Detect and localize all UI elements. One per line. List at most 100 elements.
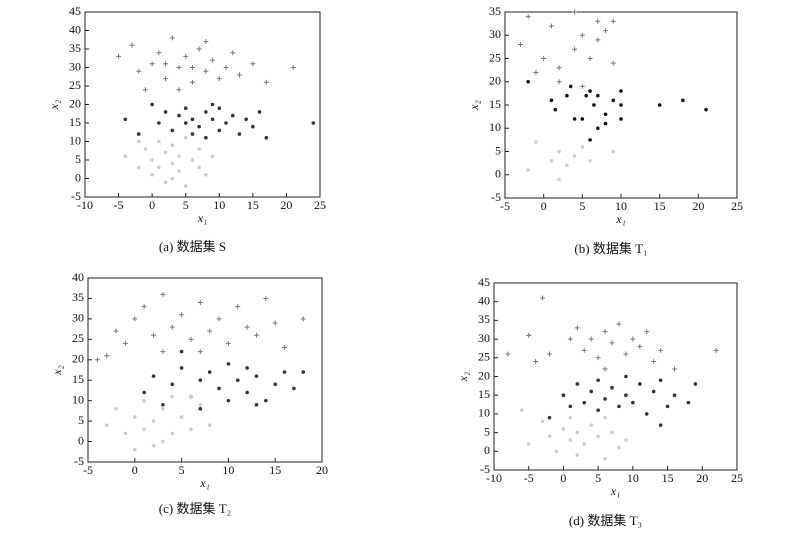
plus-point [197, 300, 203, 306]
x-tick-label: 0 [132, 463, 138, 477]
plus-point [533, 359, 539, 365]
y-tick-label: 20 [69, 96, 81, 110]
dot-point [251, 124, 255, 129]
dot-point [624, 374, 628, 379]
y-tick-label: 20 [489, 74, 501, 88]
y-tick-label: 15 [478, 387, 490, 401]
y-axis-label: x₂ [467, 100, 481, 111]
plus-point [272, 320, 278, 326]
x-axis-label: x₁ [615, 212, 626, 226]
y-tick-label: 35 [69, 41, 81, 55]
y-tick-label: 30 [72, 311, 84, 325]
plus-point [176, 65, 182, 70]
plus-point [179, 312, 185, 318]
plus-point [113, 328, 119, 334]
plus-point [300, 316, 306, 322]
plus-point [235, 304, 241, 310]
plus-point [94, 357, 100, 363]
plus-point [163, 61, 169, 67]
dot-point [282, 370, 287, 374]
dot-point [161, 402, 165, 407]
plus-point [149, 61, 155, 67]
plus-point [151, 332, 157, 338]
dot-point [190, 158, 195, 162]
plus-point [525, 14, 531, 20]
plus-point [526, 332, 532, 338]
dot-point [596, 408, 600, 412]
y-axis-label: x₂ [456, 372, 470, 383]
y-tick-label: 35 [72, 290, 84, 304]
plus-point [572, 46, 578, 52]
y-tick-label: 45 [69, 4, 81, 18]
x-tick-label: 25 [731, 199, 743, 213]
plus-point [156, 50, 162, 56]
plus-point [556, 79, 562, 85]
dot-point [603, 112, 608, 117]
dot-point [617, 404, 621, 409]
x-axis-label: x₁ [199, 476, 210, 490]
dot-point [549, 159, 554, 163]
plus-point [142, 87, 148, 93]
dot-point [163, 150, 168, 155]
dot-point [142, 390, 146, 395]
plus-point [610, 60, 616, 66]
dot-point [547, 415, 552, 420]
dot-point [189, 394, 193, 399]
y-tick-label: 35 [489, 4, 501, 18]
y-tick-label: -5 [74, 454, 84, 468]
dot-point [547, 434, 552, 439]
dot-point [217, 128, 222, 133]
plus-point [623, 351, 629, 357]
plus-point [104, 353, 110, 359]
plus-point [122, 340, 128, 346]
dot-point [179, 366, 184, 370]
y-tick-label: 40 [478, 293, 490, 307]
dot-point [254, 374, 259, 378]
dot-point [207, 423, 212, 428]
plus-point [595, 355, 601, 361]
x-tick-label: 10 [627, 471, 639, 485]
dot-point [704, 107, 708, 112]
dot-point [170, 161, 175, 166]
plus-point [603, 28, 609, 34]
dot-point [619, 103, 623, 107]
y-tick-label: 20 [478, 368, 490, 382]
dot-point [217, 386, 221, 391]
plus-point [581, 347, 587, 353]
dot-point [561, 393, 566, 398]
dot-point [163, 180, 168, 184]
plus-point [207, 328, 213, 334]
dot-point [572, 154, 577, 158]
dot-point [244, 117, 248, 122]
dot-point [619, 89, 623, 93]
dot-point [657, 103, 662, 107]
dot-point [198, 378, 203, 383]
dot-point [580, 145, 585, 149]
y-tick-label: 30 [489, 27, 501, 41]
plus-point [505, 351, 511, 357]
dot-point [136, 139, 141, 144]
x-tick-label: 10 [615, 199, 627, 213]
x-tick-label: 15 [654, 199, 666, 213]
dot-point [292, 386, 296, 391]
dot-point [596, 378, 600, 383]
dot-point [565, 163, 569, 168]
dot-point [163, 110, 168, 114]
plus-point [533, 69, 539, 75]
x-tick-label: 5 [179, 463, 185, 477]
y-tick-label: 40 [69, 22, 81, 36]
dot-point [596, 434, 600, 439]
dot-point [133, 415, 137, 419]
dot-point [553, 107, 558, 112]
plus-point [196, 46, 202, 52]
plus-point [547, 351, 553, 357]
dot-point [204, 136, 208, 140]
dot-point [183, 184, 188, 188]
caption: (d) 数据集 T₃ [569, 513, 642, 528]
dot-point [170, 394, 175, 399]
dot-point [568, 415, 573, 420]
y-tick-label: 10 [478, 406, 490, 420]
dot-point [217, 106, 222, 110]
y-tick-label: 15 [489, 97, 501, 111]
